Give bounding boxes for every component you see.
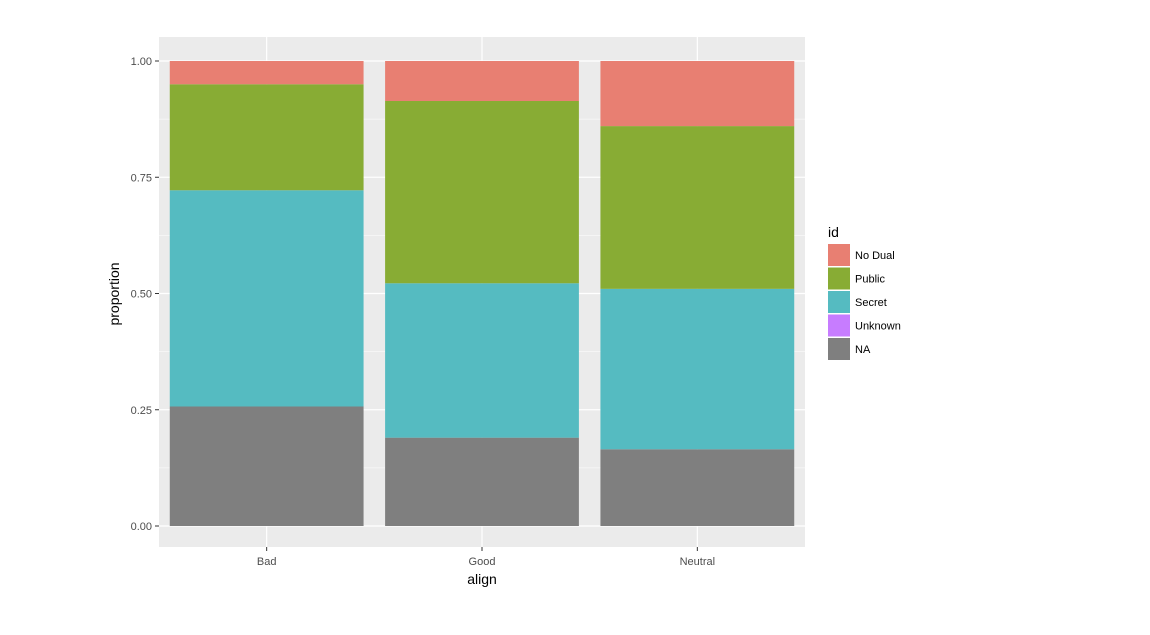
bar-segment-secret: [385, 283, 579, 438]
bar-segment-na: [169, 406, 364, 526]
x-tick-label: Good: [469, 556, 496, 568]
bar-segment-secret: [600, 288, 795, 450]
legend-key: [828, 244, 850, 266]
legend-label: Unknown: [855, 321, 901, 333]
x-tick-label: Bad: [257, 556, 277, 568]
bar-segment-public: [600, 126, 795, 289]
legend-key: [828, 291, 850, 313]
bar-segment-no-dual: [600, 61, 795, 127]
legend-title: id: [828, 224, 839, 240]
bar-segment-secret: [169, 190, 364, 407]
bar-segment-na: [600, 449, 795, 526]
y-tick-label: 0.50: [131, 289, 152, 301]
bar-segment-na: [385, 437, 579, 526]
x-axis-title: align: [467, 571, 497, 587]
x-axis: Bad Good Neutral: [257, 547, 715, 568]
y-tick-label: 1.00: [131, 56, 152, 68]
y-tick-label: 0.00: [131, 521, 152, 533]
legend-key: [828, 338, 850, 360]
bar-segment-no-dual: [169, 61, 364, 85]
legend-label: Secret: [855, 297, 887, 309]
bar-segment-public: [169, 84, 364, 191]
legend-key: [828, 267, 850, 290]
y-axis: 0.00 0.25 0.50 0.75 1.00: [131, 56, 159, 533]
y-axis-title: proportion: [106, 262, 122, 325]
legend: id No Dual Public Secret Unknown NA: [828, 224, 901, 360]
legend-label: Public: [855, 274, 885, 286]
legend-items: No Dual Public Secret Unknown NA: [828, 244, 901, 360]
legend-label: No Dual: [855, 250, 895, 262]
y-tick-label: 0.25: [131, 405, 152, 417]
bars: [169, 61, 795, 526]
y-tick-label: 0.75: [131, 172, 152, 184]
legend-key: [828, 314, 850, 337]
bar-segment-public: [385, 100, 579, 284]
bar-segment-no-dual: [385, 61, 579, 101]
x-tick-label: Neutral: [680, 556, 715, 568]
legend-label: NA: [855, 344, 871, 356]
